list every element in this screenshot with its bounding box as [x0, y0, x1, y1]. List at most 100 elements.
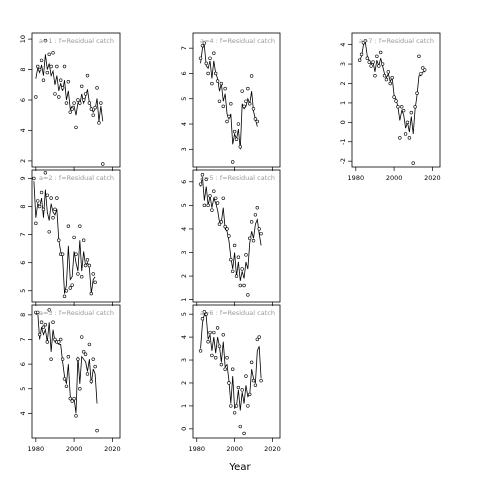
- data-point: [99, 101, 103, 105]
- panel-label: a=3 : f=Residual catch: [39, 309, 114, 317]
- data-point: [66, 224, 71, 228]
- y-tick-label: 4: [180, 227, 188, 231]
- data-point: [236, 385, 241, 390]
- data-point: [223, 367, 227, 371]
- data-point: [206, 339, 210, 344]
- data-point: [232, 411, 237, 415]
- data-point: [236, 122, 241, 126]
- y-tick-label: 0: [180, 427, 188, 431]
- data-point: [367, 60, 371, 64]
- data-point: [242, 431, 246, 436]
- y-tick-label: 0: [339, 120, 347, 124]
- x-tick-label: 2020: [264, 445, 281, 453]
- data-point: [215, 79, 220, 83]
- data-point: [74, 125, 78, 130]
- data-point: [62, 377, 67, 381]
- data-point: [215, 201, 220, 205]
- data-point: [229, 404, 233, 408]
- x-tick-label: 2020: [104, 445, 121, 453]
- data-point: [232, 129, 237, 134]
- y-tick-label: 4: [180, 335, 188, 339]
- data-point: [32, 176, 36, 181]
- panel-frame: [192, 169, 281, 303]
- data-point: [257, 227, 261, 231]
- panel-4: 5 6 7 8 9 a=2 : f=Residual catch: [19, 169, 121, 306]
- data-point: [415, 91, 419, 95]
- data-point: [255, 206, 260, 210]
- data-point: [74, 414, 78, 418]
- data-point: [253, 117, 258, 121]
- x-tick-label: 1980: [348, 174, 365, 182]
- panel-3: -2 -1 0 1 2 3 4 1980 2000 2020 a=7 : f=Residual ca…: [339, 32, 441, 182]
- data-point: [43, 171, 48, 175]
- data-point: [36, 310, 40, 315]
- panel-5: 1 2 3 4 5 6 a=5 : f=Residual catch: [180, 169, 281, 306]
- data-point: [36, 199, 40, 203]
- data-point: [34, 95, 38, 99]
- y-tick-label: 3: [180, 147, 188, 151]
- data-point: [91, 113, 95, 117]
- data-point: [60, 86, 65, 90]
- data-point: [66, 80, 71, 84]
- y-tick-label: 5: [180, 312, 188, 316]
- data-point: [251, 239, 256, 243]
- panel-1: 2 4 6 8 10 a=1 : f=Residual catch: [19, 32, 121, 171]
- data-point: [49, 357, 53, 361]
- data-point: [248, 102, 252, 106]
- panel-label: a=6 : f=Residual catch: [200, 309, 275, 317]
- data-point: [386, 70, 391, 74]
- data-point: [47, 52, 51, 57]
- data-point: [72, 101, 76, 105]
- x-tick-label: 1980: [28, 445, 45, 453]
- data-point: [64, 384, 69, 388]
- panel-label: a=5 : f=Residual catch: [200, 174, 275, 182]
- data-point: [41, 325, 46, 329]
- data-point: [37, 332, 42, 337]
- data-point: [95, 86, 99, 90]
- data-point: [234, 404, 239, 408]
- panel-label: a=7 : f=Residual catch: [359, 37, 434, 45]
- data-point: [219, 362, 224, 367]
- data-point: [78, 101, 82, 105]
- y-tick-label: 10: [19, 35, 27, 43]
- data-point: [253, 213, 258, 217]
- data-point: [244, 99, 248, 103]
- data-point: [363, 39, 368, 43]
- data-point: [36, 64, 40, 69]
- y-tick-label: 7: [19, 337, 27, 341]
- data-point: [43, 38, 48, 43]
- data-point: [72, 396, 76, 401]
- data-point: [76, 272, 80, 276]
- data-point: [78, 224, 82, 228]
- data-point: [49, 64, 53, 69]
- data-point: [357, 58, 362, 62]
- data-point: [93, 105, 97, 110]
- data-point: [85, 73, 90, 78]
- data-point: [238, 424, 242, 429]
- data-point: [41, 207, 46, 212]
- x-tick-label: 1980: [189, 445, 206, 453]
- data-point: [62, 64, 67, 69]
- data-point: [200, 43, 205, 48]
- data-point: [223, 86, 227, 91]
- panel-frame: [192, 304, 281, 439]
- y-tick-label: 4: [19, 411, 27, 415]
- data-point: [51, 216, 55, 220]
- y-tick-label: 8: [19, 313, 27, 317]
- data-point: [83, 352, 88, 356]
- data-point: [231, 367, 235, 371]
- data-point: [388, 81, 392, 86]
- panel-2: 3 4 5 6 7 a=4 : f=Residual catch: [180, 32, 281, 171]
- data-point: [407, 136, 412, 140]
- data-point: [210, 353, 214, 358]
- data-point: [95, 428, 99, 433]
- x-tick-label: 2000: [66, 445, 83, 453]
- data-point: [223, 224, 227, 229]
- data-point: [400, 105, 404, 109]
- data-point: [57, 340, 61, 344]
- series-line: [200, 313, 262, 411]
- data-point: [227, 234, 231, 238]
- data-point: [204, 177, 208, 182]
- data-point: [202, 203, 207, 208]
- data-point: [80, 275, 84, 279]
